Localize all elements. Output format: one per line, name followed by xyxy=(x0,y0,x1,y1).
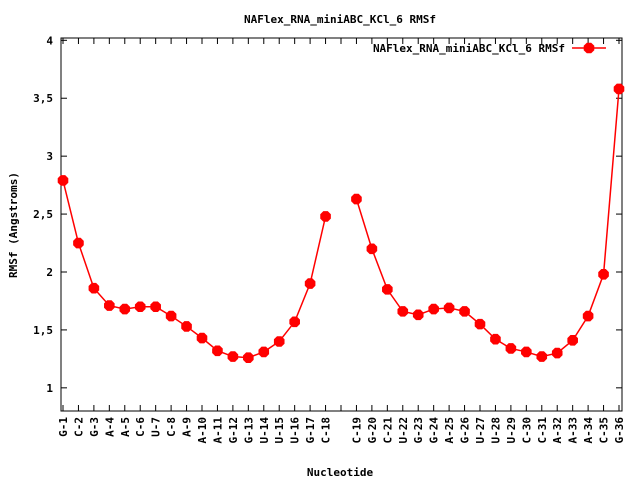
x-tick-label: G-12 xyxy=(227,417,240,444)
x-tick-label: A-9 xyxy=(181,417,194,437)
x-tick-label: G-13 xyxy=(242,417,255,444)
y-tick-label: 4 xyxy=(46,34,53,47)
x-tick-label: C-35 xyxy=(598,417,611,444)
x-tick-label: C-21 xyxy=(381,417,394,444)
series-layer xyxy=(57,83,625,364)
data-point xyxy=(119,303,131,315)
y-tick-label: 2,5 xyxy=(33,208,53,221)
data-point xyxy=(289,316,300,328)
x-tick-label: U-7 xyxy=(150,417,163,437)
x-tick-label: G-24 xyxy=(428,417,441,444)
x-tick-label: C-30 xyxy=(520,417,533,444)
x-tick-label: C-18 xyxy=(320,417,333,444)
series-line xyxy=(62,180,327,359)
y-tick-label: 2 xyxy=(46,266,53,279)
x-tick-label: C-19 xyxy=(350,417,363,444)
data-point xyxy=(536,351,548,362)
data-point xyxy=(227,351,239,362)
x-tick-label: A-4 xyxy=(103,417,116,437)
x-tick-label: A-33 xyxy=(567,417,580,444)
x-tick-label: A-5 xyxy=(119,417,132,437)
x-tick-label: U-29 xyxy=(505,417,518,444)
data-point xyxy=(397,306,409,317)
series-line xyxy=(355,88,620,358)
y-axis-label: RMSf (Angstroms) xyxy=(7,172,20,278)
data-point xyxy=(150,301,161,313)
chart-title: NAFlex_RNA_miniABC_KCl_6 RMSf xyxy=(244,13,436,26)
legend-marker xyxy=(583,42,595,54)
legend-label: NAFlex_RNA_miniABC_KCl_6 RMSf xyxy=(373,42,565,55)
data-point xyxy=(567,335,578,346)
data-point xyxy=(351,193,362,205)
x-axis-label: Nucleotide xyxy=(307,466,374,479)
y-tick-label: 1,5 xyxy=(33,324,53,337)
data-point xyxy=(490,333,501,345)
y-axis: 1 1,5 2 2,5 3 3,5 4 xyxy=(33,34,622,395)
data-point xyxy=(613,83,625,95)
x-tick-label: G-1 xyxy=(57,417,70,437)
data-point xyxy=(320,211,331,222)
data-point xyxy=(88,282,100,294)
data-point xyxy=(366,243,378,255)
y-tick-label: 3,5 xyxy=(33,92,53,105)
data-point xyxy=(196,332,208,344)
x-tick-label: A-34 xyxy=(582,417,595,444)
data-point xyxy=(57,175,69,186)
x-tick-label: U-28 xyxy=(489,417,502,444)
data-point xyxy=(505,343,517,354)
data-point xyxy=(551,347,563,359)
x-tick-label: U-22 xyxy=(397,417,410,444)
data-point xyxy=(73,237,84,249)
x-tick-label: U-14 xyxy=(258,417,271,444)
x-tick-label: G-36 xyxy=(613,417,626,444)
data-point xyxy=(104,300,115,311)
data-point xyxy=(181,321,192,332)
data-point xyxy=(459,306,470,317)
x-tick-label: U-16 xyxy=(289,417,302,444)
data-point xyxy=(258,346,270,358)
data-point xyxy=(382,284,393,295)
x-tick-label: U-27 xyxy=(474,417,487,444)
x-tick-label: G-3 xyxy=(88,417,101,437)
data-point xyxy=(521,346,532,358)
x-tick-label: G-26 xyxy=(459,417,472,444)
x-tick-label: A-10 xyxy=(196,417,209,444)
x-axis: G-1 C-2 G-3 A-4 A-5 C-6 U-7 C-8 A-9 A-10 A-11 G-12 G… xyxy=(57,38,626,444)
x-tick-label: C-6 xyxy=(134,417,147,437)
data-point xyxy=(443,302,455,314)
x-tick-label: A-25 xyxy=(443,417,456,444)
x-tick-label: A-11 xyxy=(211,417,224,444)
x-tick-label: G-20 xyxy=(366,417,379,444)
data-point xyxy=(474,318,486,330)
x-tick-label: C-2 xyxy=(72,417,85,437)
x-tick-label: C-8 xyxy=(165,417,178,437)
data-point xyxy=(304,278,316,289)
y-tick-label: 3 xyxy=(46,150,53,163)
data-point xyxy=(428,303,439,315)
x-tick-label: G-23 xyxy=(412,417,425,444)
legend: NAFlex_RNA_miniABC_KCl_6 RMSf xyxy=(373,42,606,55)
data-point xyxy=(134,301,146,313)
data-point xyxy=(273,336,285,347)
data-point xyxy=(243,352,254,364)
x-tick-label: A-32 xyxy=(551,417,564,444)
x-tick-label: G-17 xyxy=(304,417,317,444)
y-tick-label: 1 xyxy=(46,382,53,395)
data-point xyxy=(598,269,609,280)
data-point xyxy=(165,310,177,322)
x-tick-label: C-31 xyxy=(536,417,549,444)
data-point xyxy=(212,345,223,357)
data-point xyxy=(412,309,424,321)
x-tick-label: U-15 xyxy=(273,417,286,444)
data-point xyxy=(582,310,594,322)
